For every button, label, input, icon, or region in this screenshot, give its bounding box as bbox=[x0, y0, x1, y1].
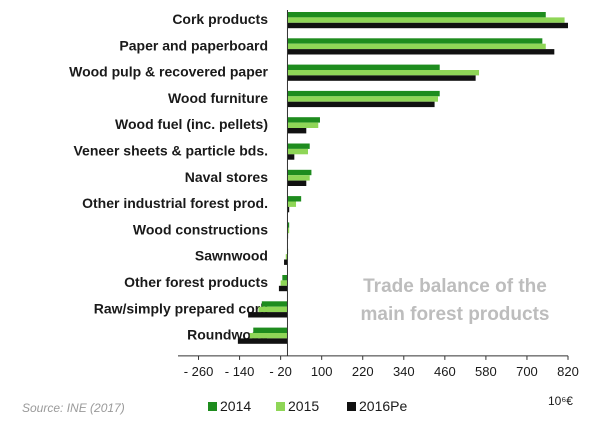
bar-2015 bbox=[287, 43, 546, 50]
category-label: Paper and paperboard bbox=[119, 37, 268, 53]
bar-2014 bbox=[287, 90, 440, 97]
legend-swatch-2016pe bbox=[347, 402, 356, 411]
bar-2016pe bbox=[287, 154, 295, 160]
annotation-line-2: main forest products bbox=[361, 304, 550, 325]
unit-label: 10⁶€ bbox=[548, 394, 573, 408]
x-tick-label: 100 bbox=[311, 364, 333, 379]
category-label: Naval stores bbox=[185, 169, 268, 185]
legend-label-2016pe: 2016Pe bbox=[359, 398, 407, 414]
category-label: Sawnwood bbox=[195, 248, 268, 264]
bar-2014 bbox=[287, 117, 320, 123]
category-label: Other forest products bbox=[124, 274, 268, 290]
x-tick-label: 220 bbox=[352, 364, 374, 379]
bar-2016pe bbox=[278, 285, 288, 292]
x-tick-label: 700 bbox=[516, 364, 538, 379]
legend-swatch-2015 bbox=[276, 402, 285, 411]
bar-2016pe bbox=[248, 312, 288, 318]
bar-2014 bbox=[282, 275, 288, 281]
bar-2014 bbox=[287, 222, 290, 228]
bar-2014 bbox=[253, 327, 288, 333]
bar-2015 bbox=[249, 333, 288, 339]
bar-2015 bbox=[285, 254, 288, 260]
x-tick-label: 820 bbox=[557, 364, 579, 379]
bars bbox=[237, 12, 568, 344]
x-tick-label: - 140 bbox=[225, 364, 255, 379]
x-tick-label: 580 bbox=[475, 364, 497, 379]
bar-2016pe bbox=[287, 128, 307, 134]
legend-label-2014: 2014 bbox=[220, 398, 251, 414]
category-label: Wood furniture bbox=[168, 90, 268, 106]
category-label: Wood fuel (inc. pellets) bbox=[115, 116, 268, 132]
legend-swatch-2014 bbox=[208, 402, 217, 411]
bar-2015 bbox=[287, 70, 480, 76]
bar-2015 bbox=[287, 175, 310, 181]
category-label: Wood pulp & recovered paper bbox=[69, 64, 268, 80]
bar-2016pe bbox=[237, 338, 288, 344]
bar-2015 bbox=[287, 122, 319, 128]
source-note: Source: INE (2017) bbox=[22, 401, 125, 415]
bar-2015 bbox=[287, 201, 297, 207]
bar-2015 bbox=[287, 227, 290, 234]
bar-2015 bbox=[287, 148, 308, 155]
x-tick-label: - 260 bbox=[184, 364, 214, 379]
legend-label-2015: 2015 bbox=[288, 398, 319, 414]
bar-2014 bbox=[287, 38, 543, 44]
bar-2016pe bbox=[287, 101, 435, 108]
category-label: Cork products bbox=[172, 11, 268, 27]
bar-2014 bbox=[287, 196, 302, 202]
annotation-line-1: Trade balance of the bbox=[363, 276, 547, 297]
bar-2016pe bbox=[287, 49, 555, 55]
bar-2016pe bbox=[287, 75, 476, 81]
category-labels: Cork products Paper and paperboard Wood pu… bbox=[69, 11, 268, 343]
bar-2014 bbox=[261, 301, 288, 307]
x-tick-label: 340 bbox=[393, 364, 415, 379]
bar-2015 bbox=[287, 96, 438, 102]
bar-2016pe bbox=[284, 259, 288, 265]
bar-2015 bbox=[287, 17, 565, 23]
bar-2016pe bbox=[287, 206, 290, 213]
bar-2015 bbox=[280, 280, 288, 286]
bar-2015 bbox=[258, 306, 288, 313]
bar-2014 bbox=[287, 12, 546, 18]
x-tick-label: - 20 bbox=[269, 364, 291, 379]
x-axis-ticks: - 260 - 140 - 20 100 220 340 460 580 700 820 bbox=[184, 355, 579, 379]
category-label: Wood constructions bbox=[133, 221, 268, 237]
bar-2016pe bbox=[287, 180, 307, 186]
bar-2014 bbox=[287, 143, 310, 149]
category-label: Veneer sheets & particle bds. bbox=[73, 143, 268, 159]
bar-2016pe bbox=[287, 22, 568, 29]
bar-2014 bbox=[287, 64, 440, 70]
x-tick-label: 460 bbox=[434, 364, 456, 379]
legend: 2014 2015 2016Pe bbox=[208, 398, 407, 414]
category-label: Other industrial forest prod. bbox=[82, 195, 268, 211]
category-label: Raw/simply prepared cork bbox=[94, 300, 269, 316]
bar-2014 bbox=[287, 169, 312, 176]
